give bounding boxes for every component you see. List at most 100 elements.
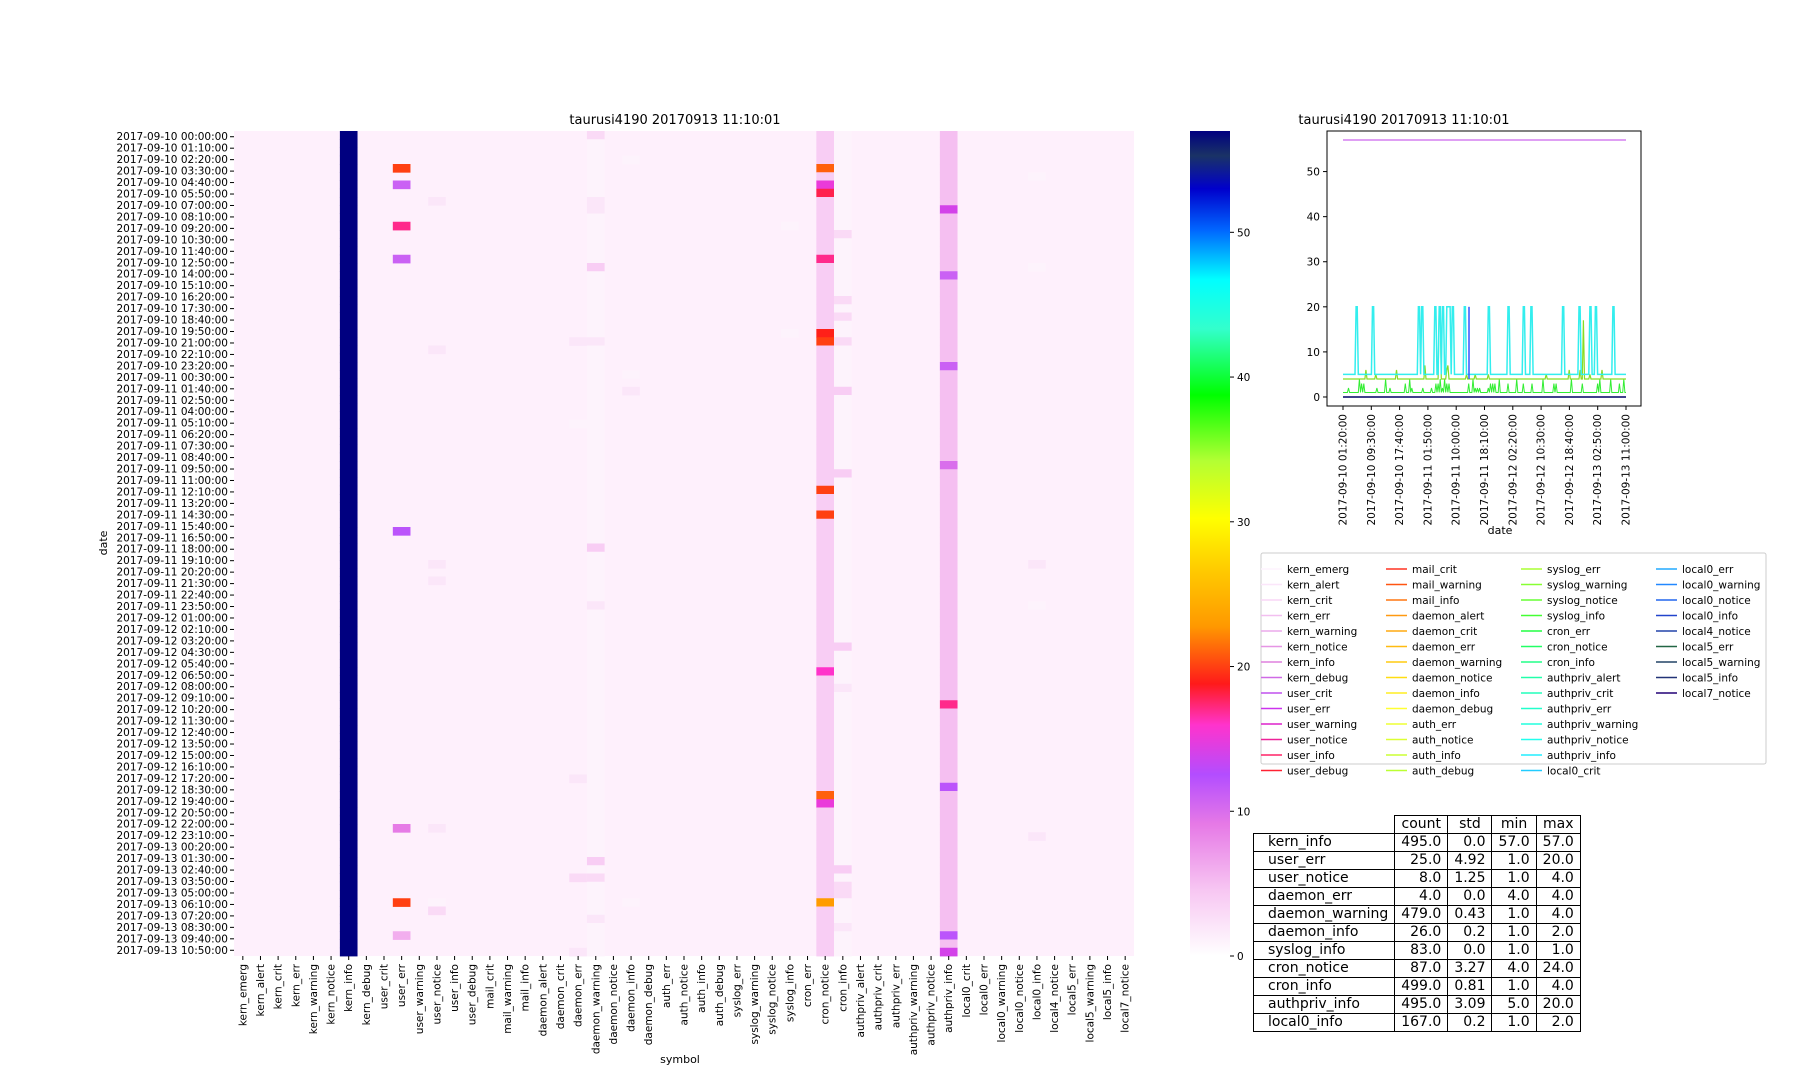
heatmap-cell [834, 271, 852, 280]
heatmap-y-tick-label: 2017-09-13 10:50:00 [116, 945, 228, 957]
stats-col-max: max [1535, 815, 1581, 834]
heatmap-cell [816, 931, 834, 940]
heatmap-cell [834, 782, 852, 792]
heatmap-y-tick-label: 2017-09-11 05:10:00 [116, 418, 228, 430]
legend-box [1260, 552, 1767, 765]
heatmap-y-tick-label: 2017-09-12 11:30:00 [116, 716, 228, 728]
heatmap-cell [586, 428, 605, 437]
heatmap-x-tick-label: local0_info [1031, 964, 1043, 1020]
heatmap-cell [834, 502, 852, 511]
heatmap-cell [939, 353, 958, 363]
heatmap-x-tick-label: local4_notice [1049, 964, 1061, 1033]
heatmap-cell [586, 469, 605, 478]
heatmap-cell [939, 700, 958, 709]
heatmap-cell [816, 741, 834, 751]
heatmap-x-axis-label: symbol [660, 1053, 700, 1066]
heatmap-cell [816, 799, 834, 808]
heatmap-cell [586, 345, 605, 355]
stats-cell: 479.0 [1394, 905, 1449, 924]
heatmap-cell [816, 485, 834, 495]
heatmap-cell [816, 675, 834, 685]
heatmap-cell [834, 320, 852, 330]
heatmap-cell [339, 609, 358, 619]
heatmap-cell [586, 832, 605, 841]
heatmap-cell [834, 848, 852, 858]
stats-row-label: authpriv_info [1252, 995, 1396, 1014]
heatmap-cell [816, 749, 834, 759]
heatmap-cell [339, 560, 358, 569]
heatmap-cell [834, 304, 852, 313]
heatmap-cell [939, 609, 958, 619]
heatmap-y-tick-label: 2017-09-10 23:20:00 [116, 360, 228, 372]
heatmap-cell [816, 139, 834, 148]
heatmap-cell [939, 419, 958, 429]
heatmap-cell [939, 527, 958, 536]
heatmap-cell [339, 906, 358, 916]
heatmap-x-tick-label: local0_crit [961, 964, 973, 1018]
heatmap-cell [834, 749, 852, 759]
heatmap-cell [816, 205, 834, 214]
stats-col-std: std [1447, 815, 1493, 834]
heatmap-y-tick-label: 2017-09-12 10:20:00 [116, 704, 228, 716]
heatmap-cell [939, 560, 958, 569]
heatmap-cell [939, 890, 958, 899]
heatmap-cell [834, 584, 852, 594]
heatmap-cell [939, 188, 958, 198]
heatmap-cell [586, 758, 605, 767]
heatmap-cell [834, 428, 852, 437]
heatmap-cell [339, 758, 358, 767]
heatmap-cell [816, 593, 834, 602]
heatmap-cell [939, 131, 958, 140]
heatmap-cell [939, 741, 958, 751]
line-y-tick-label: 10 [1307, 347, 1320, 359]
heatmap-x-tick-label: user_info [449, 964, 461, 1012]
heatmap-y-tick-label: 2017-09-11 19:10:00 [116, 555, 228, 567]
heatmap-cell [339, 931, 358, 940]
heatmap-cell [339, 403, 358, 412]
heatmap-cell [834, 527, 852, 536]
heatmap-cell [939, 650, 958, 660]
heatmap-cell [834, 650, 852, 660]
heatmap-cell [339, 766, 358, 775]
heatmap-cell [834, 362, 852, 371]
heatmap-y-tick-label: 2017-09-12 18:30:00 [116, 784, 228, 796]
heatmap-cell [586, 840, 605, 850]
heatmap-cell [834, 626, 852, 635]
heatmap-y-tick-label: 2017-09-10 22:10:00 [116, 349, 228, 361]
heatmap-cell [834, 395, 852, 404]
heatmap-cell [834, 675, 852, 685]
heatmap-cell [816, 584, 834, 594]
heatmap-cell [939, 494, 958, 503]
heatmap-cell [834, 692, 852, 701]
heatmap-cell [816, 345, 834, 355]
heatmap-cell [339, 411, 358, 421]
heatmap-y-tick-label: 2017-09-11 00:30:00 [116, 372, 228, 384]
heatmap-cell [586, 485, 605, 495]
legend-label: user_debug [1287, 766, 1348, 778]
legend-label: syslog_notice [1547, 595, 1618, 607]
heatmap-cell [939, 799, 958, 808]
heatmap-cell [816, 197, 834, 206]
heatmap-cell [586, 271, 605, 280]
heatmap-cell [586, 642, 605, 652]
heatmap-cell [339, 147, 358, 157]
line-series-daemon-warning [1343, 378, 1626, 393]
heatmap-cell [816, 791, 834, 800]
stats-cell: 0.43 [1447, 905, 1493, 924]
heatmap-cell [816, 188, 834, 198]
heatmap-cell [834, 205, 852, 214]
heatmap-cell [339, 634, 358, 643]
heatmap-cell [586, 494, 605, 503]
heatmap-cell [586, 923, 605, 932]
heatmap-cell [939, 172, 958, 181]
heatmap-cell [834, 560, 852, 569]
heatmap-cell [816, 840, 834, 850]
heatmap-cell [834, 733, 852, 742]
heatmap-cell [816, 436, 834, 445]
heatmap-cell [834, 659, 852, 668]
heatmap-cell [586, 155, 605, 165]
stats-cell: 495.0 [1394, 833, 1449, 852]
heatmap-cell [939, 857, 958, 866]
legend-label: authpriv_info [1547, 750, 1616, 762]
